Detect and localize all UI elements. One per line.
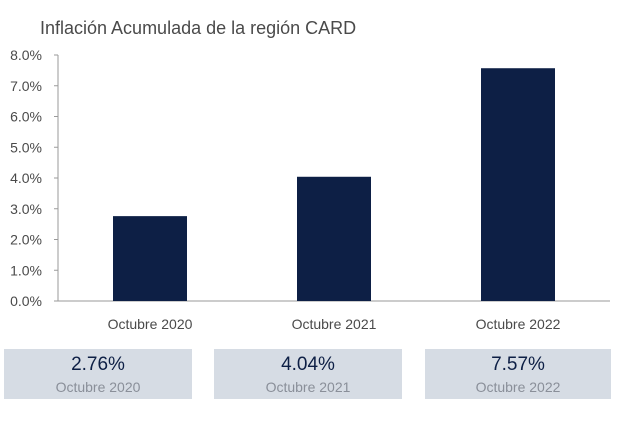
y-tick-label: 2.0% [10,232,42,248]
y-tick-label: 7.0% [10,78,42,94]
summary-value: 2.76% [71,354,125,375]
summary-card-2022: 7.57% Octubre 2022 [425,349,611,399]
summary-card-2020: 2.76% Octubre 2020 [4,349,192,399]
x-tick-label: Octubre 2022 [476,316,561,332]
summary-label: Octubre 2021 [265,379,351,395]
y-tick-label: 0.0% [10,293,42,309]
summary-value: 4.04% [281,354,335,375]
y-tick-label: 5.0% [10,139,42,155]
bar [297,176,371,301]
bar [481,68,555,301]
y-tick-label: 1.0% [10,262,42,278]
chart-title: Inflación Acumulada de la región CARD [40,18,357,38]
summary-label: Octubre 2022 [475,379,561,395]
y-tick-label: 3.0% [10,201,42,217]
y-tick-label: 6.0% [10,109,42,125]
y-tick-label: 4.0% [10,170,42,186]
y-tick-label: 8.0% [10,47,42,63]
x-tick-label: Octubre 2020 [108,316,193,332]
summary-card-2021: 4.04% Octubre 2021 [214,349,402,399]
bar-chart: 0.0% 1.0% 2.0% 3.0% 4.0% 5.0% 6.0% 7.0% 8.0% Octu… [10,47,610,332]
summary-value: 7.57% [491,354,545,375]
x-tick-label: Octubre 2021 [292,316,377,332]
bar [113,216,187,301]
summary-label: Octubre 2020 [55,379,141,395]
